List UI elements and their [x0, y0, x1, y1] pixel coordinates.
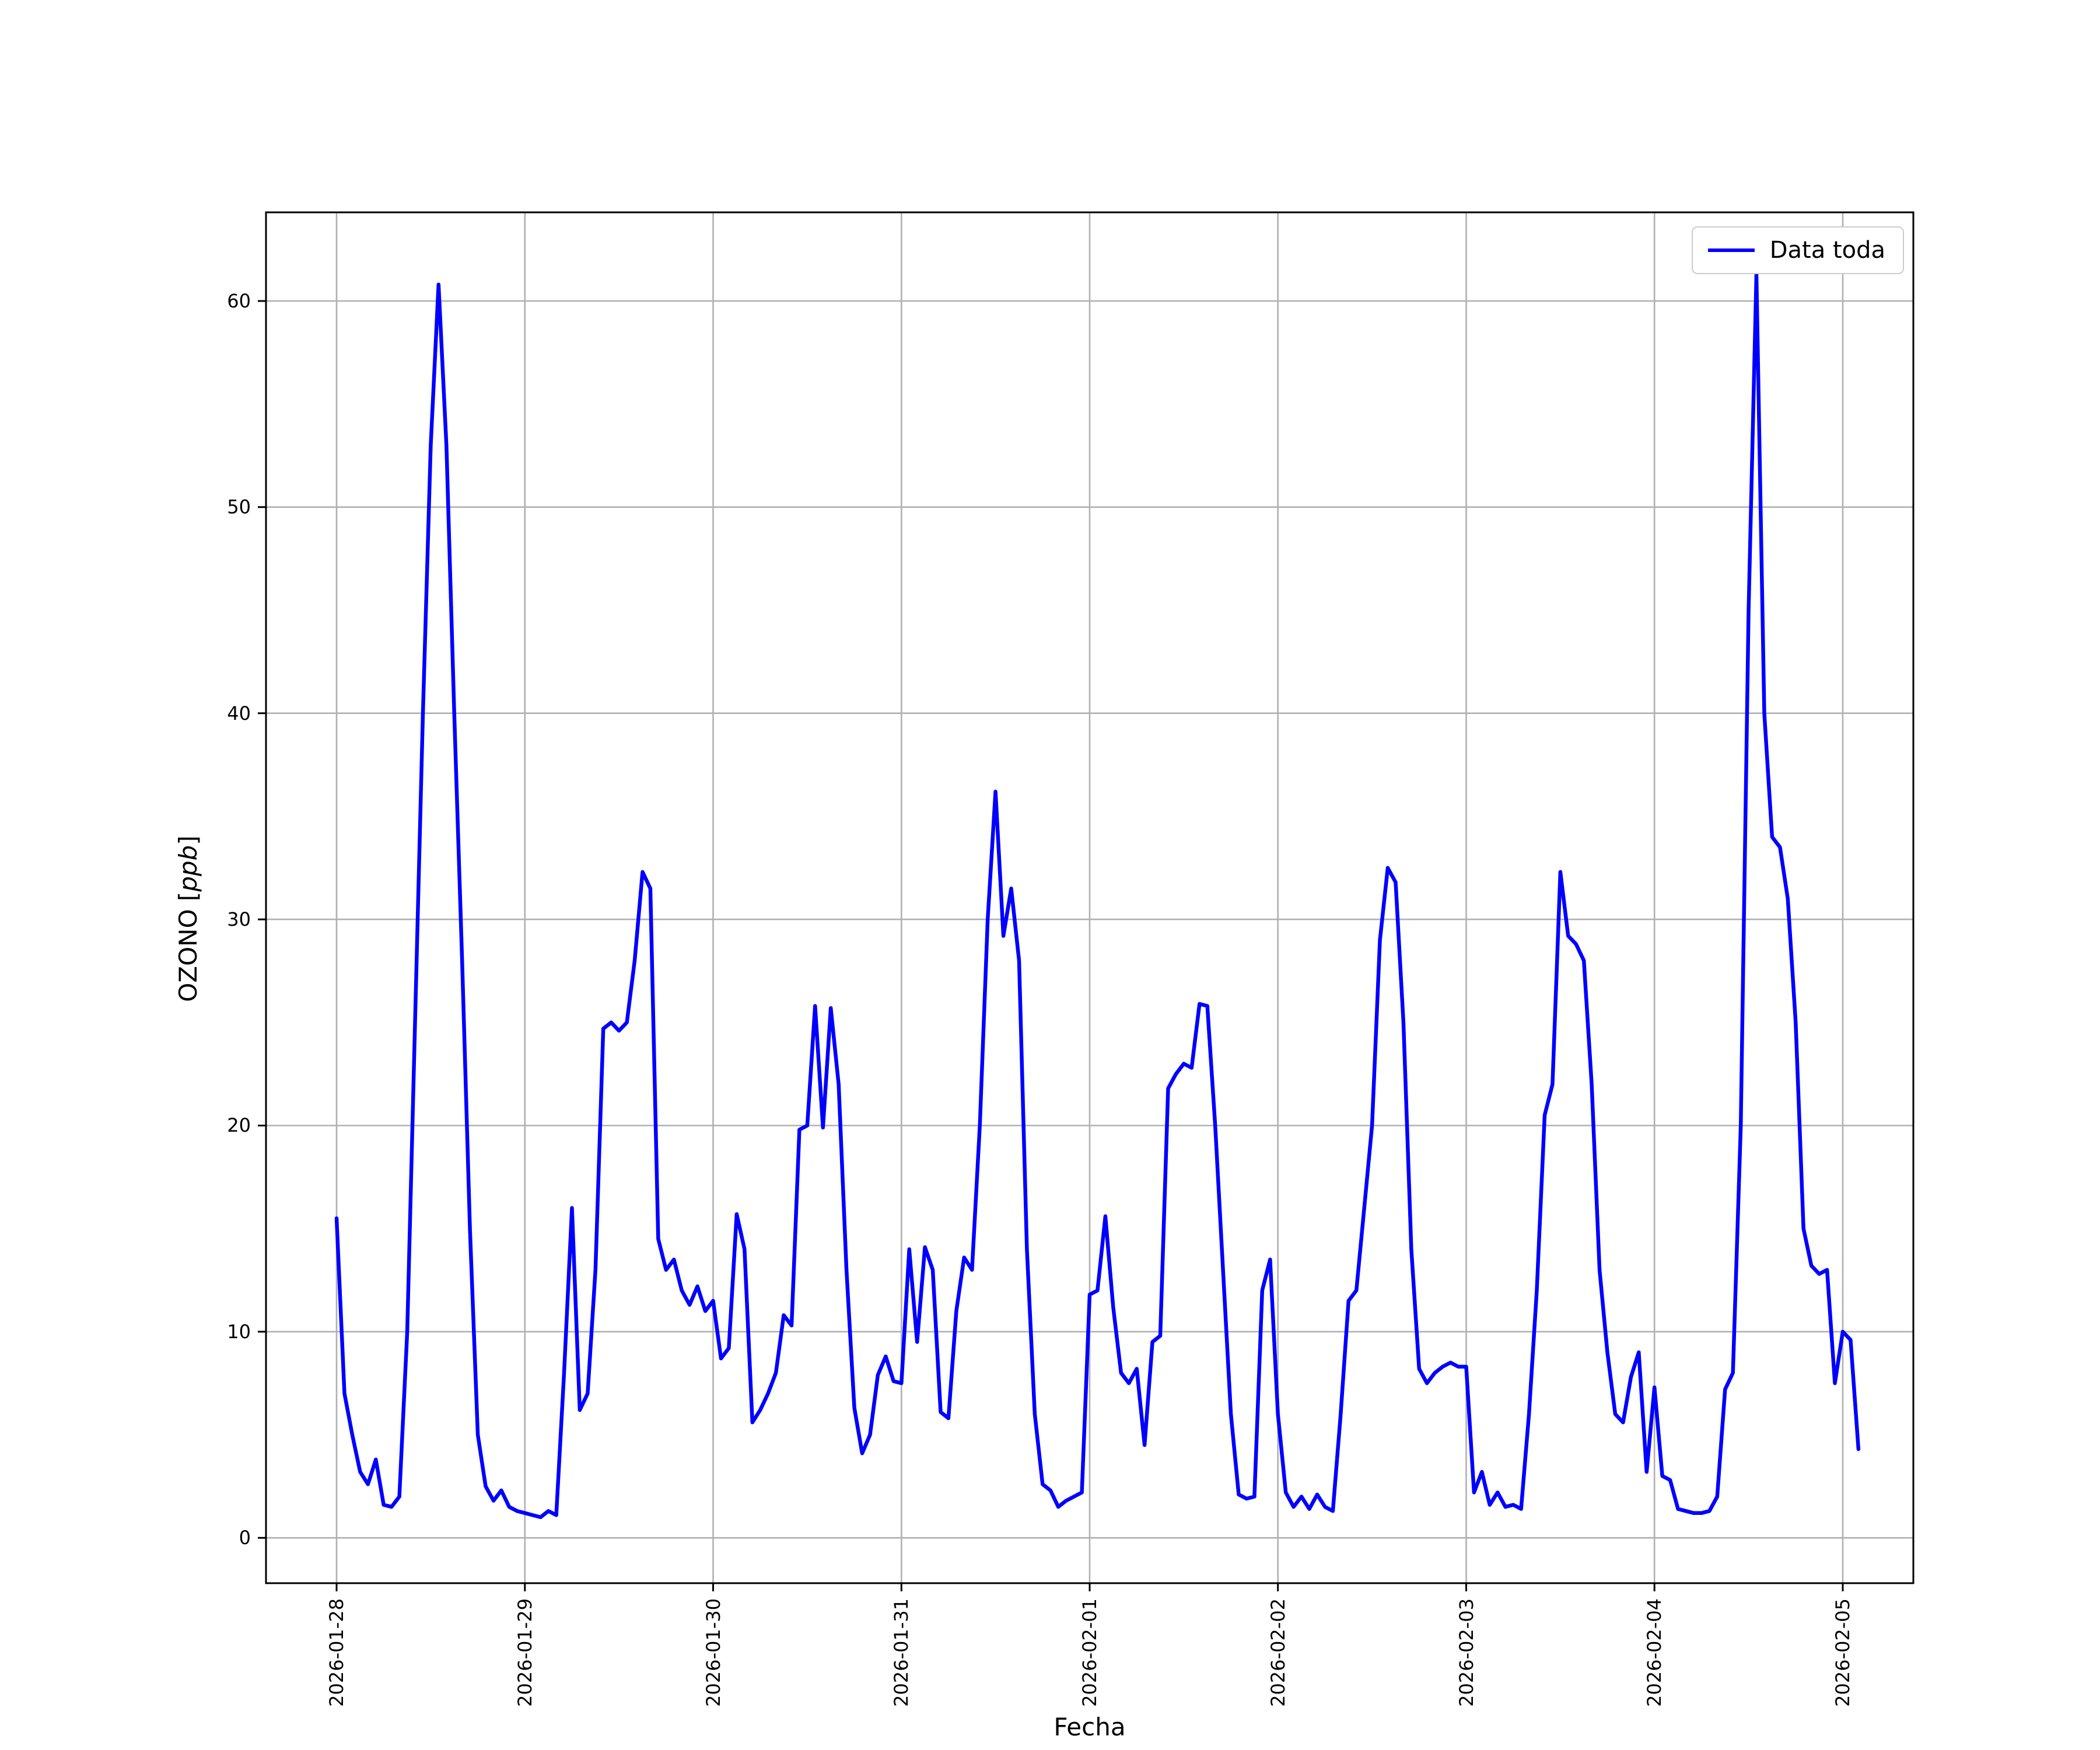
y-tick-label: 50 — [227, 496, 251, 519]
x-tick-label: 2026-02-03 — [1455, 1598, 1478, 1707]
x-tick-label: 2026-01-29 — [513, 1598, 536, 1707]
y-axis-label-italic: ppb — [174, 845, 202, 892]
y-tick-label: 20 — [227, 1114, 251, 1137]
y-tick-label: 10 — [227, 1320, 251, 1343]
data-line — [334, 272, 1861, 1520]
y-axis-label-suffix: ] — [174, 835, 202, 845]
x-axis-label: Fecha — [1054, 1713, 1126, 1741]
x-tick-label: 2026-02-04 — [1643, 1598, 1666, 1707]
legend-line-swatch — [1707, 249, 1755, 252]
legend-label: Data toda — [1769, 237, 1885, 264]
x-tick-label: 2026-02-02 — [1266, 1598, 1289, 1707]
x-tick-label: 2026-02-05 — [1832, 1598, 1854, 1707]
y-tick-label: 0 — [239, 1527, 251, 1549]
x-tick-label: 2026-01-31 — [890, 1598, 913, 1707]
x-tick-label: 2026-02-01 — [1079, 1598, 1101, 1707]
legend: Data toda — [1691, 226, 1904, 274]
y-tick-label: 60 — [227, 289, 251, 312]
x-tick-label: 2026-01-28 — [326, 1598, 348, 1707]
y-tick-label: 30 — [227, 908, 251, 931]
y-tick-label: 40 — [227, 702, 251, 724]
x-tick-label: 2026-01-30 — [702, 1598, 724, 1707]
